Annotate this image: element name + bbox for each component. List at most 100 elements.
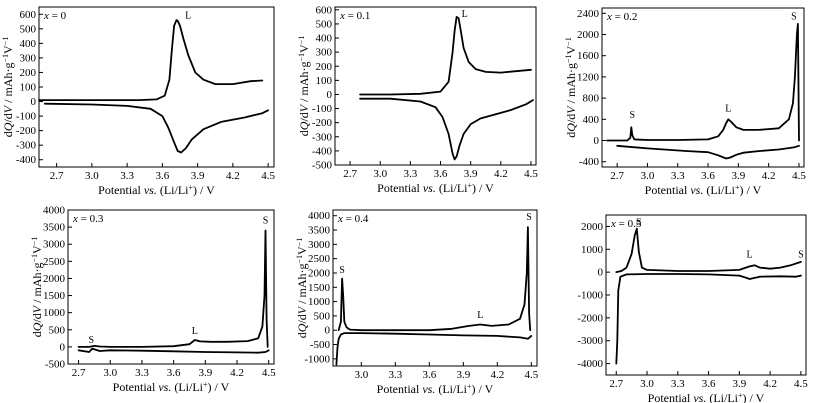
x-axis-title: Potential vs. (Li/Li+) / V — [113, 380, 230, 395]
y-axis-title: dQ/dV / mAh·g−1V−1 — [564, 37, 579, 137]
peak-label: L — [747, 249, 753, 260]
x-tick-label: 3.9 — [198, 367, 212, 379]
y-tick-label: 4000 — [43, 205, 66, 217]
x-tick-label: 3.3 — [120, 170, 134, 182]
x-tick-label: 3.0 — [85, 170, 99, 182]
y-tick-label: 1000 — [308, 296, 331, 308]
discharge-curve — [616, 144, 800, 160]
charge-curve — [615, 227, 802, 273]
y-tick-label: 1000 — [43, 307, 66, 319]
y-tick-label: 4000 — [308, 210, 331, 222]
charge-curve — [77, 229, 269, 348]
x-tick-label: 4.5 — [262, 367, 276, 379]
y-tick-label: 2000 — [308, 267, 331, 279]
plot-frame — [601, 7, 805, 168]
x-tick-label: 3.9 — [731, 170, 745, 182]
x-tick-label: 4.2 — [230, 367, 244, 379]
y-tick-label: 100 — [20, 82, 37, 94]
x-tick-label: 3.0 — [354, 369, 368, 381]
x-tick-label: 3.0 — [103, 367, 117, 379]
plot-frame — [332, 209, 538, 367]
x-tick-label: 3.3 — [671, 170, 685, 182]
y-tick-label: -300 — [16, 140, 37, 152]
y-tick-label: 300 — [20, 52, 37, 64]
x-tick-label: 4.5 — [524, 369, 538, 381]
x-tick-label: 3.6 — [156, 170, 170, 182]
y-tick-label: 500 — [314, 310, 331, 322]
peak-label: L — [477, 310, 483, 321]
y-tick-label: -500 — [45, 359, 66, 371]
y-tick-label: -3000 — [577, 335, 603, 347]
x-tick-label: 4.5 — [792, 170, 806, 182]
x-tick-label: 3.6 — [167, 367, 181, 379]
x-tick-label: 4.5 — [524, 168, 538, 180]
y-tick-label: 1000 — [581, 244, 604, 256]
y-tick-label: 1600 — [577, 50, 600, 62]
y-tick-label: 3000 — [43, 239, 66, 251]
panel-2: 2.7 3.0 3.3 3.6 3.9 4.2 4.5 -500 -400 -300 -200 -10… — [297, 4, 539, 195]
x-tick-label: 3.6 — [702, 378, 716, 390]
panel-5: 3.0 3.3 3.6 3.9 4.2 4.5 -1000 -500 0 500 1000 1500 2… — [295, 209, 539, 396]
x-axis-title: Potential vs. (Li/Li+) / V — [377, 181, 494, 196]
y-tick-label: 0 — [31, 96, 37, 108]
peak-label: L — [192, 326, 198, 337]
y-tick-label: 400 — [316, 33, 333, 45]
x-tick-label: 3.3 — [404, 168, 418, 180]
x-tick-label: 3.9 — [191, 170, 205, 182]
peak-label: L — [725, 103, 731, 114]
x-tick-label: 3.3 — [388, 369, 402, 381]
x-tick-label: 3.9 — [456, 369, 470, 381]
x-axis-title: Potential vs. (Li/Li+) / V — [648, 391, 765, 403]
y-tick-label: 600 — [20, 9, 37, 21]
panel-label: x = 0.4 — [337, 213, 369, 225]
x-tick-label: 3.9 — [464, 168, 478, 180]
panel-label: x = 0 — [43, 10, 67, 22]
y-tick-label: 0 — [327, 89, 333, 101]
y-tick-label: 200 — [20, 67, 37, 79]
peak-label: S — [339, 265, 345, 276]
x-tick-label: 2.7 — [50, 170, 64, 182]
peak-label: S — [630, 110, 636, 121]
y-tick-label: 0 — [325, 325, 331, 337]
x-tick-label: 3.3 — [671, 378, 685, 390]
y-tick-label: -200 — [16, 125, 37, 137]
x-tick-label: 3.9 — [732, 378, 746, 390]
x-tick-label: 4.5 — [794, 378, 808, 390]
y-axis-title: dQ/dV / mAh·g−1V−1 — [295, 238, 310, 338]
y-tick-label: -200 — [312, 117, 333, 129]
discharge-curve — [335, 332, 533, 366]
peak-label: S — [636, 217, 642, 228]
peak-label: S — [526, 212, 532, 223]
x-tick-label: 3.6 — [422, 369, 436, 381]
peak-label: S — [88, 335, 94, 346]
discharge-curve — [77, 347, 270, 354]
y-tick-label: -4000 — [577, 358, 603, 370]
x-axis-title: Potential vs. (Li/Li+) / V — [98, 183, 215, 198]
y-axis-title: dQ/dV / mAh·g−1V−1 — [1, 37, 16, 137]
y-tick-label: 0 — [594, 135, 600, 147]
x-axis-title: Potential vs. (Li/Li+) / V — [645, 183, 762, 198]
panel-3: 2.7 3.0 3.3 3.6 3.9 4.2 4.5 -400 0 400 800 1200 1600… — [564, 7, 806, 198]
y-tick-label: -400 — [16, 154, 37, 166]
y-tick-label: 2500 — [308, 253, 331, 265]
x-tick-label: 4.2 — [226, 170, 240, 182]
x-tick-label: 4.2 — [762, 170, 776, 182]
y-tick-label: -100 — [16, 111, 37, 123]
y-axis-title: dQ/dV / mAh·g−1V−1 — [30, 237, 45, 337]
charge-curve — [337, 226, 532, 332]
y-tick-label: 600 — [316, 4, 333, 16]
peak-label: L — [462, 9, 468, 20]
y-tick-label: 2000 — [43, 273, 66, 285]
plot-frame — [334, 6, 537, 166]
y-tick-label: 500 — [20, 23, 37, 35]
charge-curve — [606, 23, 800, 142]
y-tick-label: 2400 — [577, 8, 600, 20]
y-tick-label: 500 — [316, 18, 333, 30]
x-tick-label: 3.0 — [373, 168, 387, 180]
panel-4: 2.7 3.0 3.3 3.6 3.9 4.2 4.5 -500 0 500 1000 1500 200… — [30, 205, 277, 395]
panel-6: 2.7 3.0 3.3 3.6 3.9 4.2 4.5 -4000 -3000 -2000 -100… — [577, 214, 808, 403]
y-tick-label: 3000 — [308, 239, 331, 251]
y-tick-label: -300 — [312, 131, 333, 143]
panel-label: x = 0.1 — [339, 10, 370, 22]
y-tick-label: 0 — [598, 267, 604, 279]
